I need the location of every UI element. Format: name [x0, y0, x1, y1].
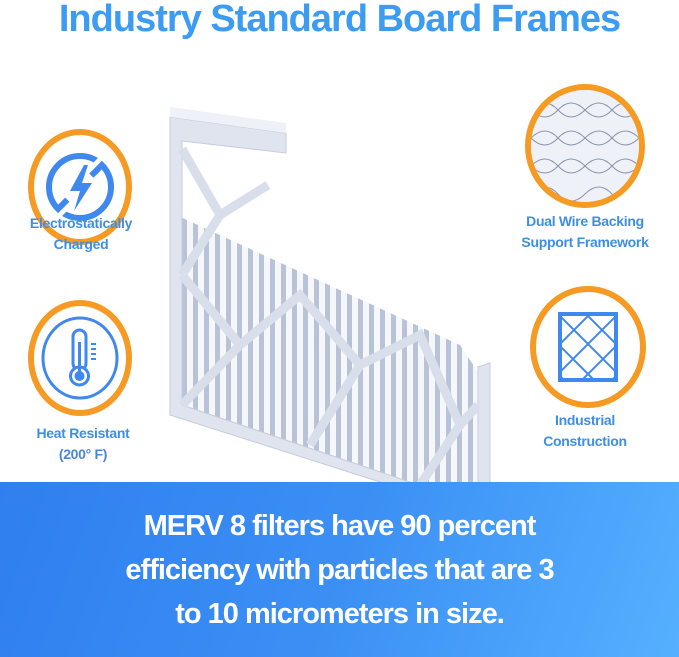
banner-line: to 10 micrometers in size. — [175, 598, 505, 630]
feature-circle-wire — [525, 84, 645, 208]
feature-label-line: Industrial — [554, 412, 615, 428]
feature-circle-heat — [28, 300, 132, 416]
info-banner: MERV 8 filters have 90 percent efficienc… — [0, 482, 679, 657]
no-static-lightning-icon — [46, 153, 114, 221]
feature-label-line: Electrostatically — [29, 215, 133, 231]
feature-label-industrial: Industrial Construction — [510, 410, 660, 452]
banner-text: MERV 8 filters have 90 percent efficienc… — [0, 504, 679, 636]
feature-label-line: Dual Wire Backing — [526, 213, 644, 229]
feature-label-heat: Heat Resistant (200° F) — [8, 423, 158, 465]
feature-circle-industrial — [530, 286, 646, 408]
feature-label-line: Charged — [53, 236, 109, 252]
feature-label-electrostatic: Electrostatically Charged — [6, 213, 156, 255]
feature-label-line: Heat Resistant — [36, 425, 130, 441]
thermometer-icon — [41, 316, 119, 400]
page-title: Industry Standard Board Frames — [58, 0, 621, 40]
feature-label-line: Support Framework — [521, 234, 649, 250]
wire-mesh-icon — [531, 90, 639, 202]
feature-label-line: Construction — [543, 433, 627, 449]
air-filter-image — [169, 107, 491, 518]
feature-label-line: (200° F) — [58, 446, 108, 462]
grid-frame-icon — [558, 312, 618, 382]
feature-label-wire: Dual Wire Backing Support Framework — [505, 211, 665, 253]
banner-line: efficiency with particles that are 3 — [125, 554, 554, 586]
feature-circle-electrostatic — [28, 129, 132, 245]
banner-line: MERV 8 filters have 90 percent — [143, 510, 537, 542]
